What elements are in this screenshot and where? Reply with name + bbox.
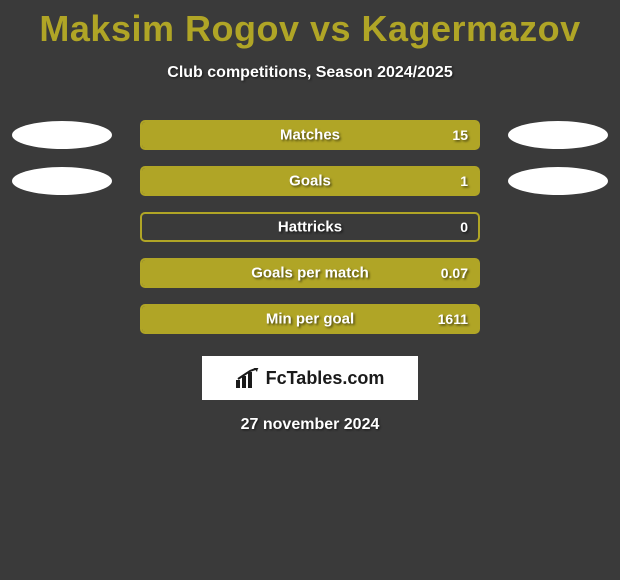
- logo-text: FcTables.com: [266, 368, 385, 389]
- stat-row: Min per goal1611: [0, 304, 620, 334]
- subtitle: Club competitions, Season 2024/2025: [0, 64, 620, 82]
- footer-date: 27 november 2024: [0, 416, 620, 434]
- stat-row: Goals1: [0, 166, 620, 196]
- player-oval-left: [12, 121, 112, 149]
- bar-label: Hattricks: [142, 219, 478, 236]
- bar-fill: [142, 260, 478, 286]
- bar-track: Matches15: [140, 120, 480, 150]
- bar-fill: [142, 168, 478, 194]
- stats-rows: Matches15 Goals1 Hattricks0 Goals per match…: [0, 120, 620, 334]
- player-oval-right: [508, 121, 608, 149]
- stat-row: Matches15: [0, 120, 620, 150]
- bar-track: Goals1: [140, 166, 480, 196]
- bar-fill: [142, 122, 478, 148]
- player-oval-right: [508, 167, 608, 195]
- bar-value: 0: [460, 219, 468, 235]
- bar-track: Min per goal1611: [140, 304, 480, 334]
- stat-row: Hattricks0: [0, 212, 620, 242]
- bar-track: Hattricks0: [140, 212, 480, 242]
- bar-track: Goals per match0.07: [140, 258, 480, 288]
- page-title: Maksim Rogov vs Kagermazov: [0, 0, 620, 50]
- player-oval-left: [12, 167, 112, 195]
- stat-row: Goals per match0.07: [0, 258, 620, 288]
- logo-box[interactable]: FcTables.com: [202, 356, 418, 400]
- chart-icon: [236, 368, 260, 388]
- bar-fill: [142, 306, 478, 332]
